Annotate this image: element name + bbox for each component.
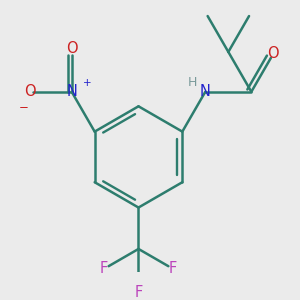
Text: F: F: [169, 261, 177, 276]
Text: F: F: [134, 285, 142, 300]
Text: N: N: [66, 84, 77, 99]
Text: +: +: [83, 78, 92, 88]
Text: F: F: [100, 261, 108, 276]
Text: −: −: [18, 101, 28, 114]
Text: O: O: [267, 46, 279, 61]
Text: H: H: [188, 76, 197, 89]
Text: O: O: [24, 84, 36, 99]
Text: O: O: [66, 40, 77, 56]
Text: N: N: [200, 84, 211, 99]
